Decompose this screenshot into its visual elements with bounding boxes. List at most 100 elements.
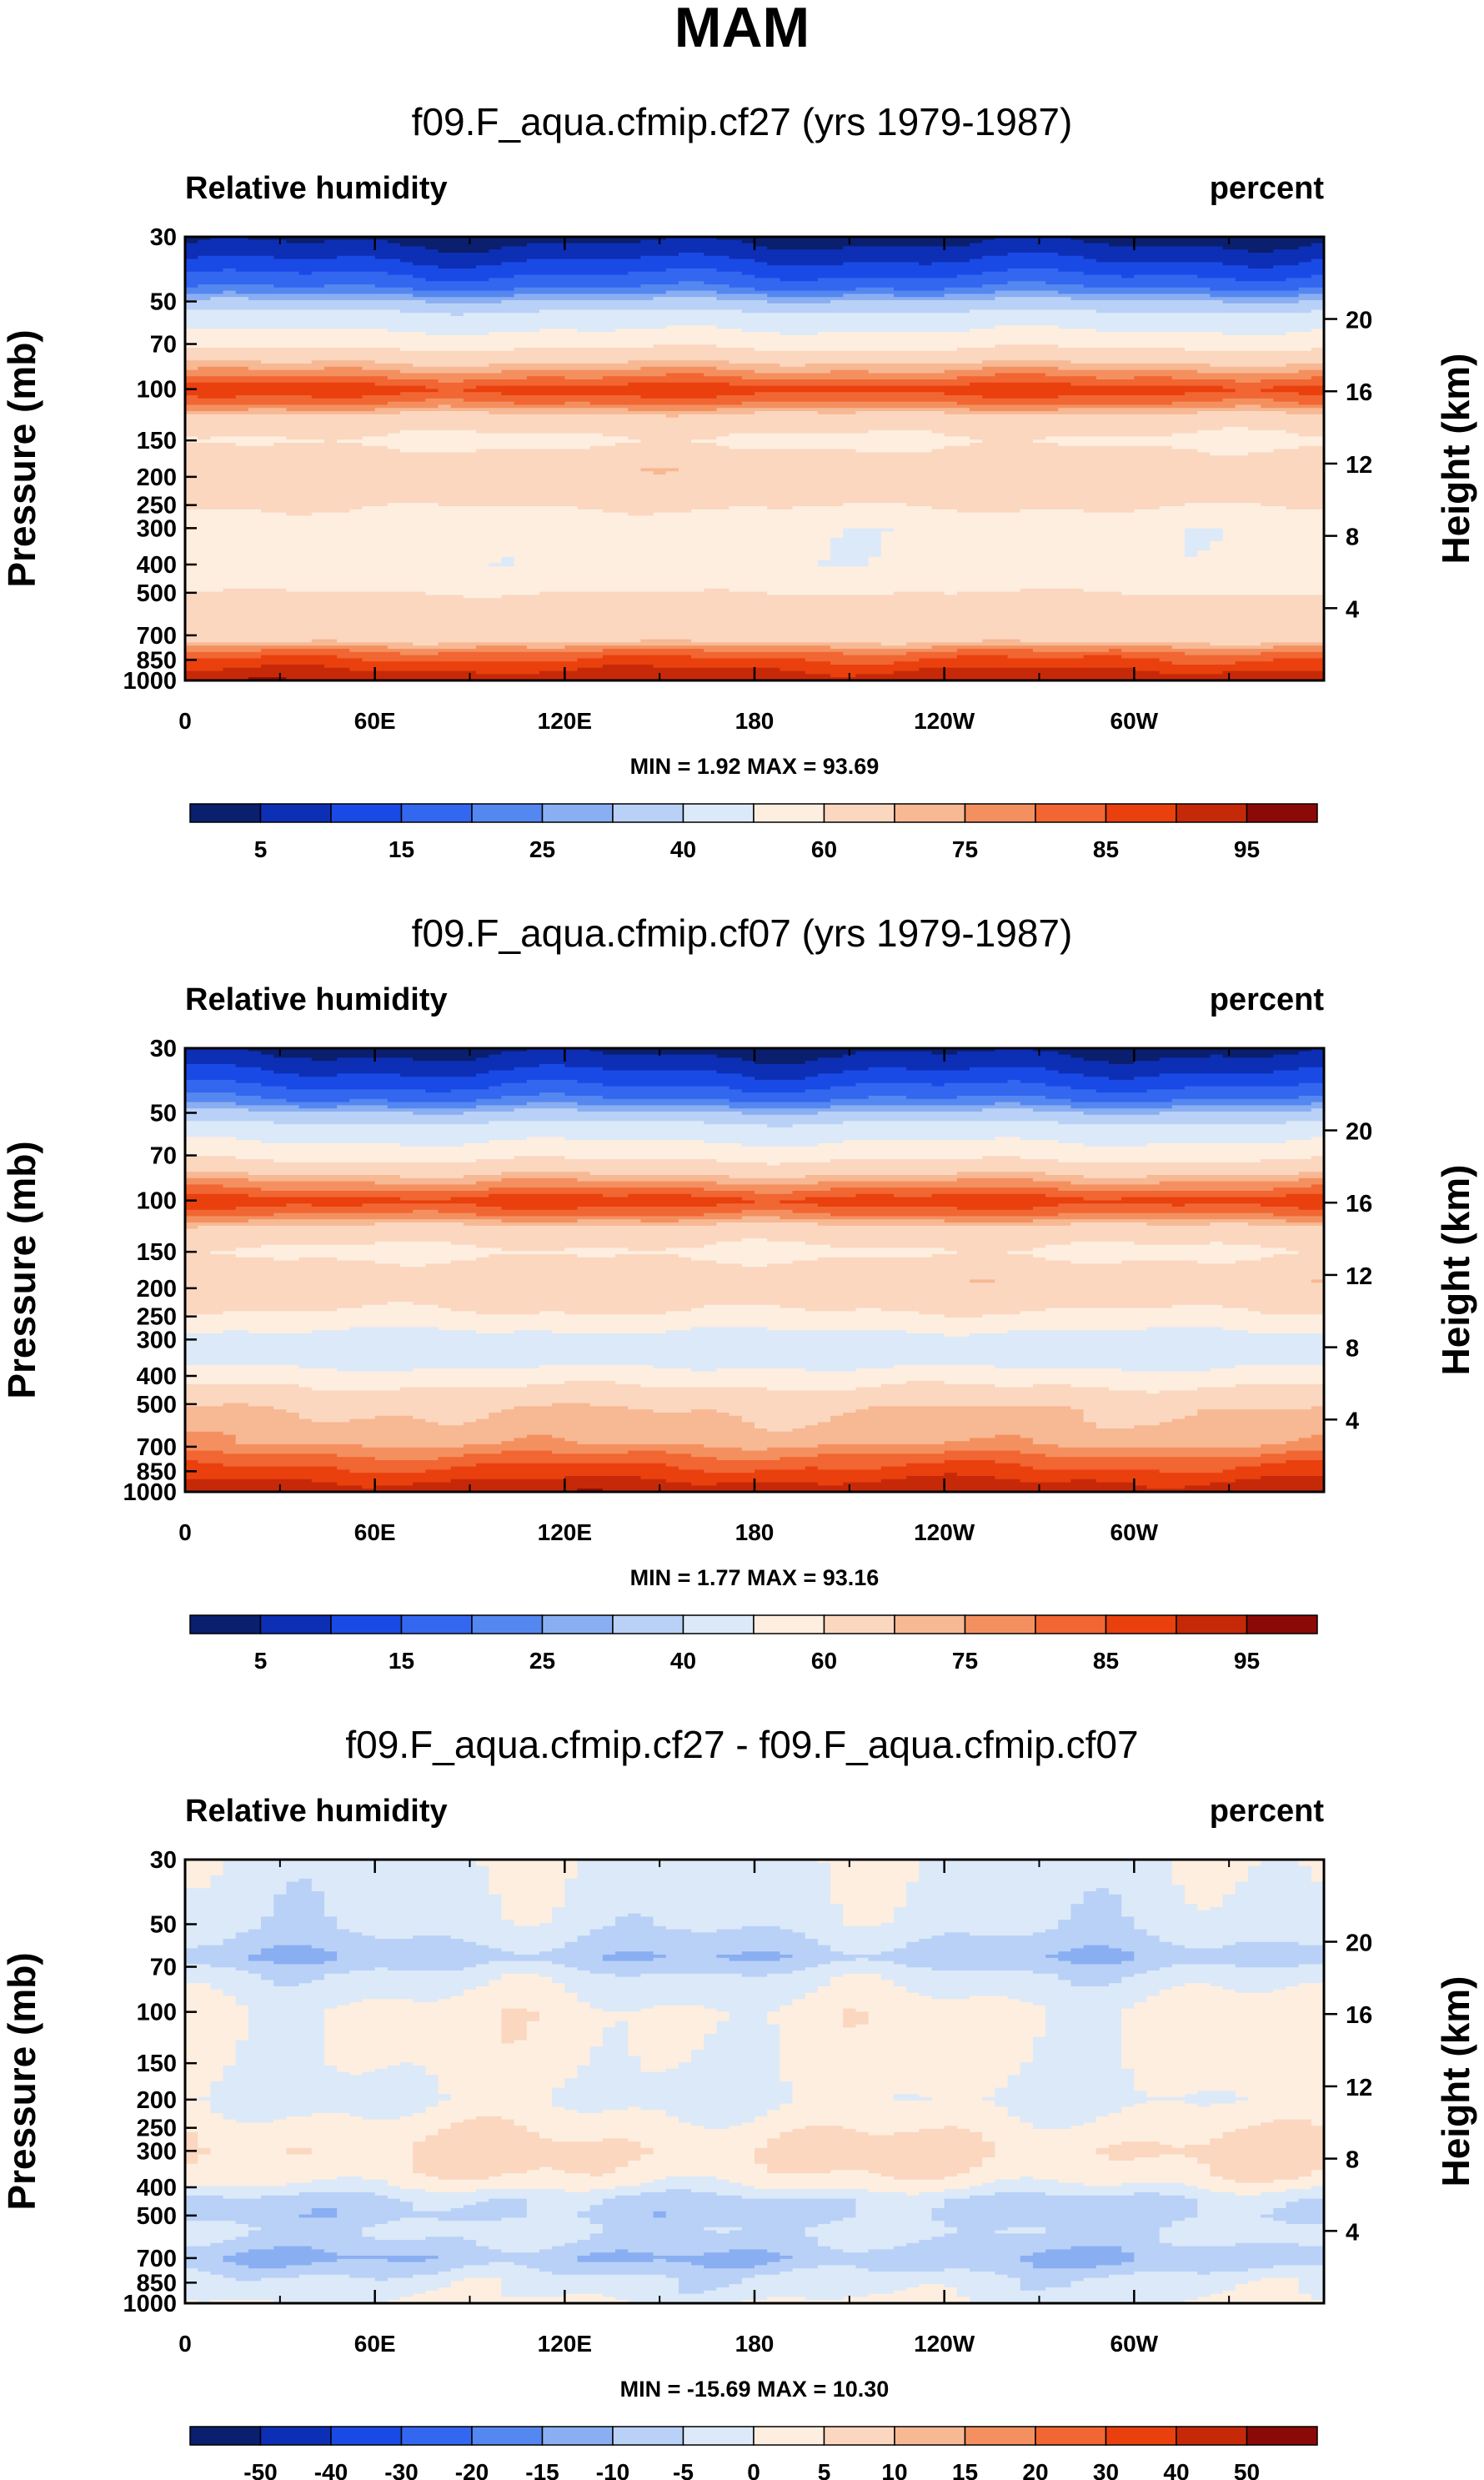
contour-cell xyxy=(1298,1096,1324,1100)
contour-cell xyxy=(931,449,1198,453)
contour-cell xyxy=(602,2034,629,2038)
contour-cell xyxy=(995,1460,1287,1464)
left-label: Relative humidity xyxy=(185,171,448,206)
contour-cell xyxy=(286,2265,464,2269)
height-tick-label: 4 xyxy=(1346,1408,1359,1434)
contour-cell xyxy=(780,2078,1009,2082)
contour-cell xyxy=(919,2192,995,2196)
contour-cell xyxy=(1247,1865,1312,1870)
contour-cell xyxy=(311,512,629,516)
contour-cell xyxy=(1298,2176,1324,2181)
contour-cell xyxy=(450,2094,553,2098)
colorbar-box xyxy=(823,803,895,823)
contour-cell xyxy=(349,1929,591,1933)
contour-cell xyxy=(185,2011,249,2016)
contour-cell xyxy=(564,1888,831,1892)
contour-cell xyxy=(704,649,958,653)
contour-cell xyxy=(716,237,995,241)
contour-cell xyxy=(185,667,224,672)
y-tick-label: 300 xyxy=(137,2138,177,2165)
contour-cell xyxy=(1210,294,1300,298)
contour-cell xyxy=(198,2157,414,2161)
contour-cell xyxy=(729,2015,768,2019)
contour-cell xyxy=(1185,538,1224,542)
contour-cell xyxy=(615,1916,654,1920)
contour-cell xyxy=(805,1425,1097,1429)
contour-cell xyxy=(830,556,870,561)
colorbar-box xyxy=(400,2426,473,2446)
contour-cell xyxy=(235,2043,325,2047)
contour-cell xyxy=(349,1327,439,1331)
contour-cell xyxy=(628,2138,768,2142)
contour-cell xyxy=(1171,445,1300,450)
contour-cell xyxy=(1083,1897,1122,1901)
contour-cell xyxy=(1070,1478,1097,1483)
contour-cell xyxy=(1134,1951,1324,1955)
contour-cell xyxy=(273,284,325,289)
contour-cell xyxy=(1070,2246,1122,2250)
contour-cell xyxy=(1134,2258,1324,2263)
contour-cell xyxy=(298,1257,338,1262)
contour-cell xyxy=(1171,645,1274,650)
contour-cell xyxy=(476,2240,579,2244)
contour-cell xyxy=(564,2081,794,2086)
contour-cell xyxy=(1235,1478,1324,1483)
contour-cell xyxy=(944,591,958,595)
contour-cell xyxy=(1261,2122,1312,2126)
contour-cell xyxy=(210,1875,489,1880)
contour-cell xyxy=(1261,1476,1324,1480)
contour-cell xyxy=(1070,1086,1186,1090)
contour-cell xyxy=(931,645,1173,650)
contour-cell xyxy=(526,645,565,650)
contour-cell xyxy=(185,649,262,653)
contour-cell xyxy=(1032,2002,1135,2006)
contour-cell xyxy=(805,1935,933,1940)
contour-cell xyxy=(476,1073,743,1077)
contour-cell xyxy=(1298,1862,1324,1867)
contour-cell xyxy=(185,2027,249,2031)
contour-cell xyxy=(552,1330,667,1334)
contour-cell xyxy=(489,563,515,567)
contour-cell xyxy=(185,1089,426,1093)
contour-cell xyxy=(906,1941,1173,1946)
contour-cell xyxy=(539,329,579,333)
contour-cell xyxy=(564,401,591,405)
contour-cell xyxy=(729,1413,844,1417)
contour-cell xyxy=(1298,1172,1324,1176)
contour-cell xyxy=(602,2110,667,2114)
contour-cell xyxy=(235,1248,503,1252)
contour-cell xyxy=(1235,2192,1261,2196)
contour-cell xyxy=(413,2145,641,2149)
contour-cell xyxy=(653,2147,755,2152)
contour-cell xyxy=(185,1980,274,1984)
contour-cell xyxy=(526,243,755,247)
contour-cell xyxy=(463,1453,692,1458)
contour-cell xyxy=(1235,2100,1324,2105)
contour-cell xyxy=(741,1415,831,1420)
contour-cell xyxy=(235,2252,338,2257)
contour-cell xyxy=(1121,2043,1324,2047)
contour-cell xyxy=(628,2034,704,2038)
contour-cell xyxy=(716,1260,794,1264)
contour-cell xyxy=(615,2024,629,2028)
contour-cell xyxy=(956,655,1009,659)
contour-cell xyxy=(855,2201,945,2206)
contour-cell xyxy=(235,2050,325,2054)
contour-cell xyxy=(855,674,1324,678)
contour-cell xyxy=(374,255,641,260)
contour-cell xyxy=(1298,1067,1324,1072)
contour-cell xyxy=(501,1904,565,1908)
contour-cell xyxy=(1020,1434,1312,1438)
contour-cell xyxy=(387,445,591,450)
colorbar-box xyxy=(682,803,755,823)
contour-cell xyxy=(780,2075,1009,2079)
contour-cell xyxy=(185,1957,249,1962)
contour-cell xyxy=(1070,1181,1161,1185)
colorbar-label: 15 xyxy=(389,836,414,862)
contour-cell xyxy=(628,2024,718,2028)
contour-cell xyxy=(185,1302,389,1306)
contour-cell xyxy=(830,1086,1072,1090)
contour-cell xyxy=(387,1105,477,1109)
contour-cell xyxy=(298,2214,338,2218)
contour-cell xyxy=(185,1149,1324,1153)
